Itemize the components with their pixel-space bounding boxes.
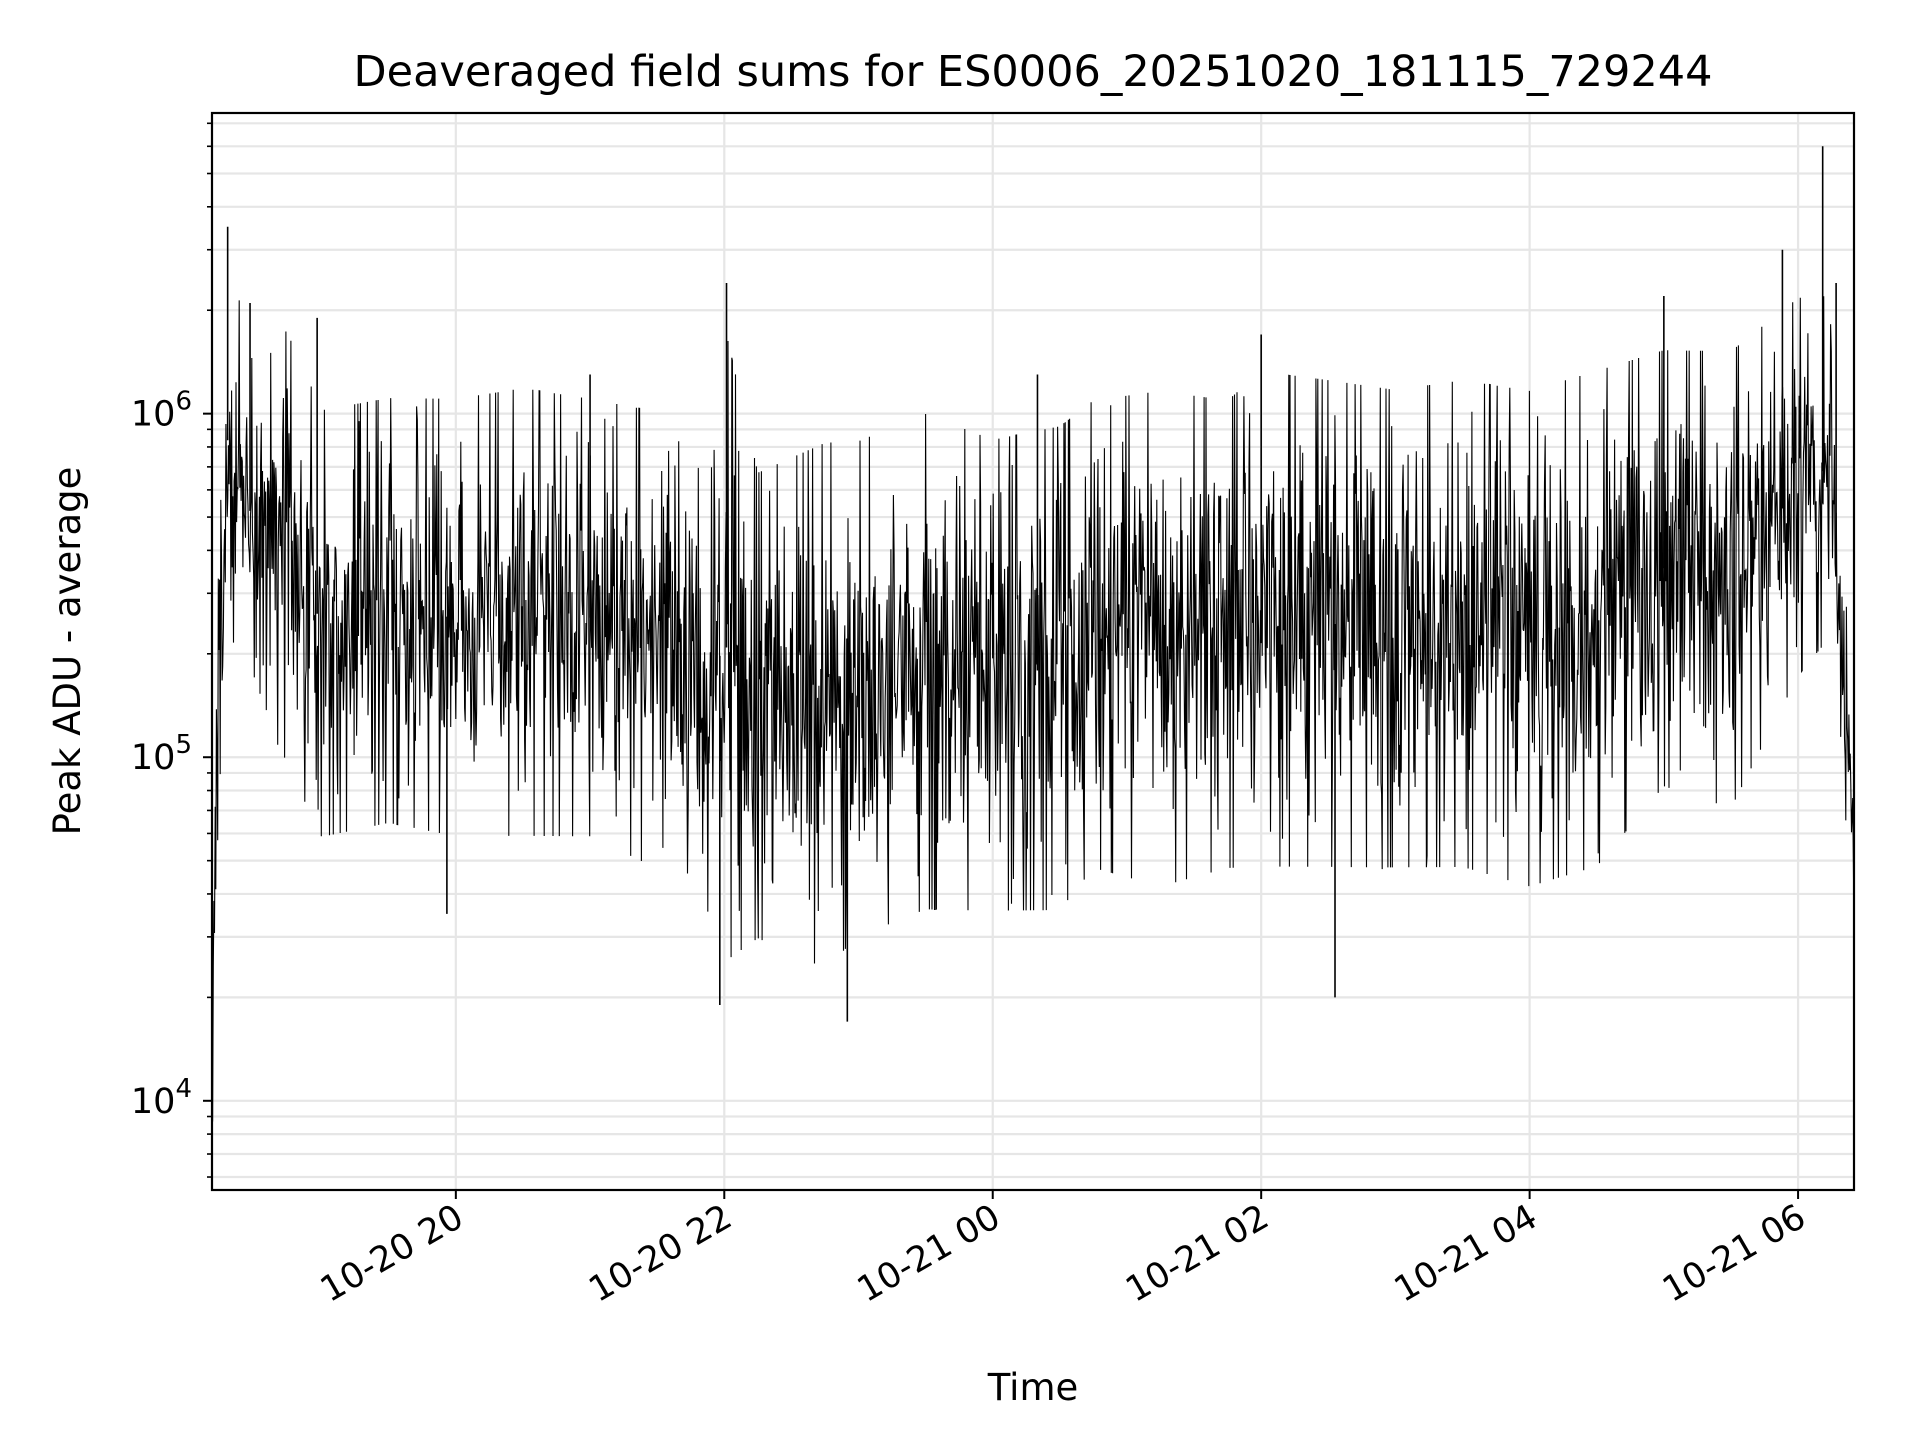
y-tick-label: 104 xyxy=(131,1074,192,1122)
y-tick-label: 106 xyxy=(131,387,192,435)
y-tick-exponent: 4 xyxy=(175,1074,192,1104)
x-axis-label: Time xyxy=(987,1366,1079,1409)
plot-frame xyxy=(210,111,1856,1192)
series-line xyxy=(211,296,1855,1122)
y-tick-exponent: 6 xyxy=(175,387,192,417)
chart-title: Deaveraged field sums for ES0006_2025102… xyxy=(354,47,1713,97)
y-tick-base: 10 xyxy=(131,1082,176,1122)
y-tick-exponent: 5 xyxy=(175,730,192,760)
y-tick-base: 10 xyxy=(131,738,176,778)
y-tick-base: 10 xyxy=(131,395,176,435)
y-axis-label: Peak ADU - average xyxy=(46,467,89,836)
series-layer xyxy=(211,146,1855,1122)
y-tick-label: 105 xyxy=(131,730,192,778)
